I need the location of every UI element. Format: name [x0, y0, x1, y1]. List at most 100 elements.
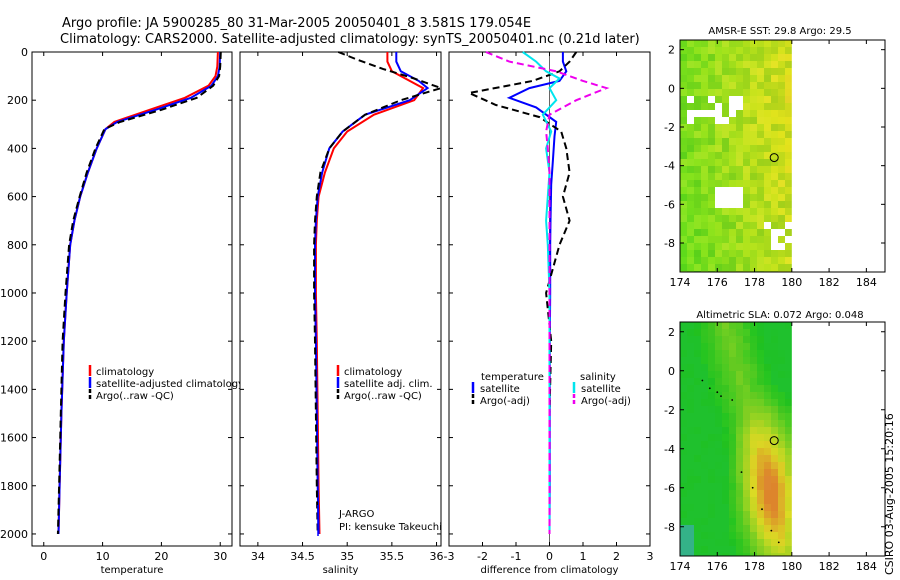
- map-cell: [764, 229, 771, 236]
- map-cell: [722, 131, 729, 138]
- map-cell: [729, 504, 736, 511]
- map-cell: [771, 420, 778, 427]
- y-tick-label: 1600: [0, 432, 28, 445]
- map-cell: [715, 110, 722, 117]
- map-cell: [757, 47, 764, 54]
- x-tick-label: 182: [819, 560, 840, 573]
- map-cell: [680, 434, 687, 441]
- map-cell: [722, 243, 729, 250]
- map-cell: [715, 483, 722, 490]
- map-cell: [680, 546, 687, 553]
- map-cell: [680, 336, 687, 343]
- map-cell: [750, 110, 757, 117]
- map-cell: [722, 350, 729, 357]
- map-cell: [757, 54, 764, 61]
- map-cell: [708, 124, 715, 131]
- map-cell: [701, 229, 708, 236]
- map-cell: [722, 406, 729, 413]
- map-cell: [722, 250, 729, 257]
- x-tick-label: 178: [744, 276, 765, 289]
- map-cell: [722, 68, 729, 75]
- map-cell: [764, 448, 771, 455]
- map-cell: [743, 406, 750, 413]
- map-cell: [722, 329, 729, 336]
- map-cell: [785, 413, 792, 420]
- map-cell: [715, 413, 722, 420]
- map-cell: [722, 497, 729, 504]
- map-cell: [715, 497, 722, 504]
- map-cell: [771, 222, 778, 229]
- map-cell: [771, 497, 778, 504]
- map-cell: [701, 343, 708, 350]
- map-cell: [687, 208, 694, 215]
- map-cell: [715, 82, 722, 89]
- map-cell: [708, 504, 715, 511]
- map-cell: [729, 61, 736, 68]
- map-cell: [729, 257, 736, 264]
- map-cell: [729, 329, 736, 336]
- map-cell: [771, 180, 778, 187]
- track-dot: [716, 391, 719, 394]
- map-cell: [680, 208, 687, 215]
- map-cell: [750, 145, 757, 152]
- map-cell: [701, 124, 708, 131]
- map-cell: [757, 364, 764, 371]
- map-cell: [687, 441, 694, 448]
- map-cell: [771, 89, 778, 96]
- map-cell: [708, 322, 715, 329]
- map-cell: [701, 110, 708, 117]
- map-cell: [771, 215, 778, 222]
- map-cell: [729, 420, 736, 427]
- map-cell: [722, 208, 729, 215]
- map-cell: [736, 68, 743, 75]
- map-cell: [687, 152, 694, 159]
- map-cell: [743, 40, 750, 47]
- map-cell: [778, 166, 785, 173]
- map-cell: [694, 448, 701, 455]
- map-cell: [771, 518, 778, 525]
- map-cell: [778, 462, 785, 469]
- map-cell: [680, 392, 687, 399]
- map-cell: [778, 392, 785, 399]
- map-cell: [743, 131, 750, 138]
- map-cell: [743, 180, 750, 187]
- map-cell: [757, 455, 764, 462]
- map-cell: [680, 250, 687, 257]
- map-cell: [701, 96, 708, 103]
- map-cell: [701, 455, 708, 462]
- map-cell: [771, 187, 778, 194]
- map-cell: [778, 250, 785, 257]
- y-tick-label: 1200: [0, 335, 28, 348]
- csiro-timestamp: CSIRO 03-Aug-2005 15:20:16: [883, 413, 896, 575]
- map-cell: [736, 159, 743, 166]
- map-cell: [680, 343, 687, 350]
- map-cell: [715, 329, 722, 336]
- map-cell: [743, 47, 750, 54]
- map-cell: [680, 166, 687, 173]
- map-cell: [715, 229, 722, 236]
- map-cell: [764, 54, 771, 61]
- map-cell: [785, 257, 792, 264]
- map-cell: [708, 215, 715, 222]
- map-cell: [680, 469, 687, 476]
- map-cell: [750, 40, 757, 47]
- map-cell: [778, 525, 785, 532]
- map-cell: [722, 490, 729, 497]
- map-cell: [764, 532, 771, 539]
- map-cell: [750, 343, 757, 350]
- map-cell: [771, 152, 778, 159]
- map-cell: [736, 469, 743, 476]
- map-cell: [701, 462, 708, 469]
- map-cell: [771, 208, 778, 215]
- map-cell: [743, 103, 750, 110]
- map-cell: [778, 511, 785, 518]
- map-cell: [722, 413, 729, 420]
- map-cell: [764, 497, 771, 504]
- map-cell: [750, 166, 757, 173]
- map-cell: [750, 180, 757, 187]
- map-cell: [708, 385, 715, 392]
- map-cell: [778, 68, 785, 75]
- map-cell: [785, 553, 792, 556]
- map-cell: [743, 336, 750, 343]
- map-cell: [729, 208, 736, 215]
